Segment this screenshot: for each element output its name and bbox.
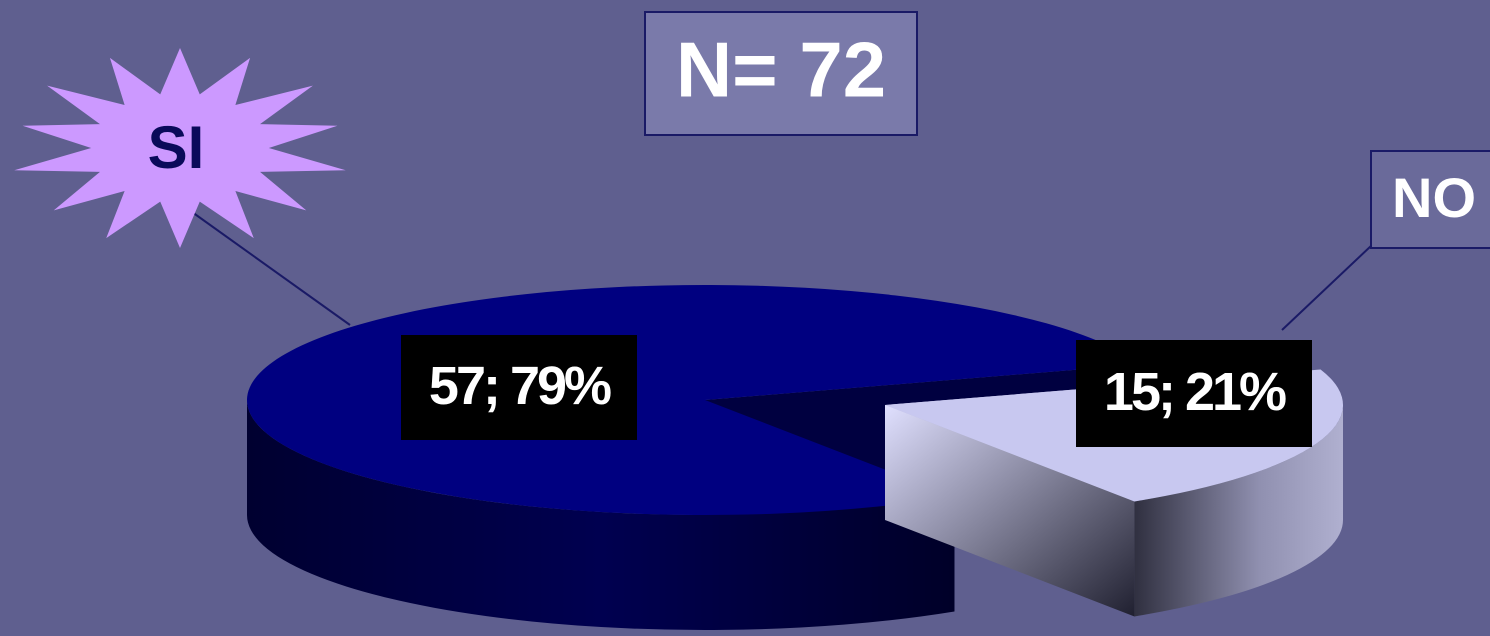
slice-side: [1134, 405, 1343, 617]
category-label: NO: [1392, 166, 1476, 229]
slice-side: [247, 400, 955, 630]
chart-title: N= 72: [676, 26, 886, 114]
category-label-box: [1370, 150, 1490, 249]
title-box: [644, 11, 918, 136]
value-label-box: [1076, 340, 1312, 447]
slice-face: [885, 405, 1135, 617]
value-label: 57; 79%: [429, 356, 611, 416]
value-label-box: [401, 335, 637, 440]
category-label: SI: [148, 114, 205, 181]
value-label: 15; 21%: [1104, 362, 1286, 422]
leader-line: [1281, 244, 1373, 331]
leader-line: [191, 211, 351, 326]
starburst: [14, 48, 346, 248]
